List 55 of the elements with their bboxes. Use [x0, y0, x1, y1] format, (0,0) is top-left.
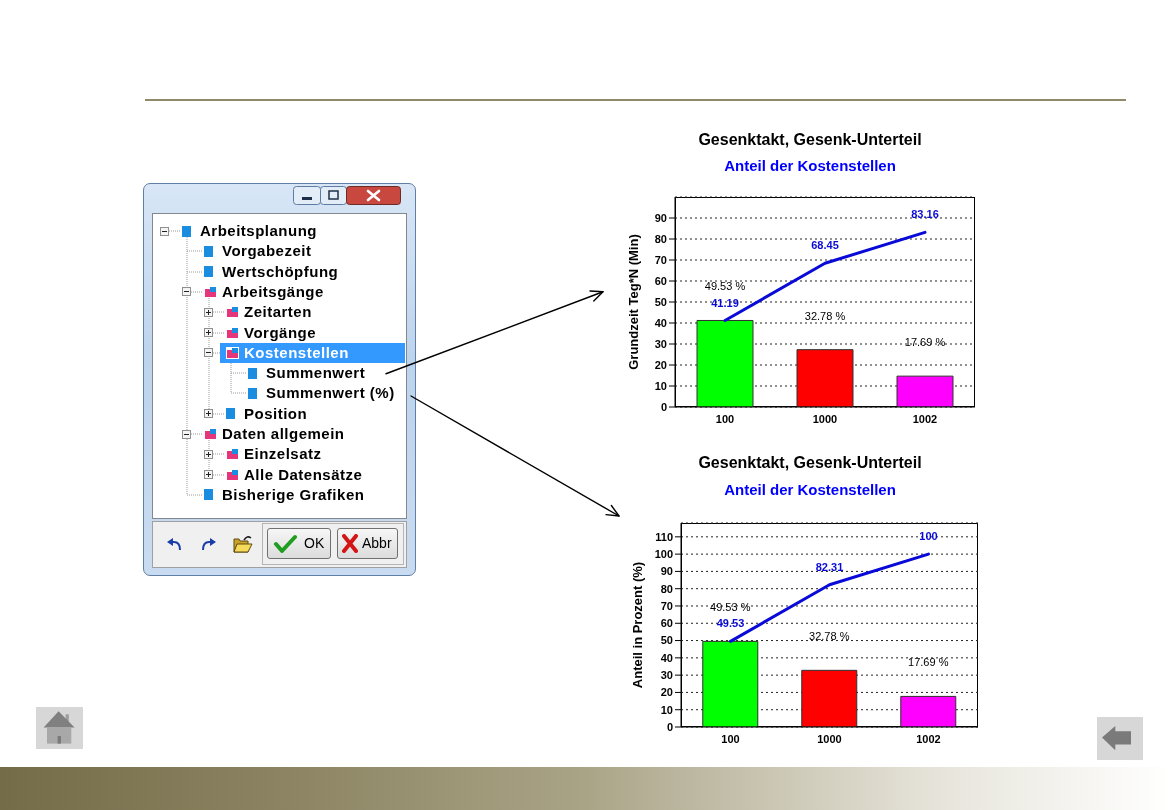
y-tick-label: 80 [660, 582, 673, 595]
data-label: 83.16 [911, 208, 939, 221]
bar [696, 319, 754, 407]
x-tick-label: 1002 [912, 412, 938, 425]
y-tick-label: 110 [655, 530, 673, 543]
annotation: 49.53 % [704, 279, 746, 293]
data-label: 82.31 [815, 560, 844, 573]
x-tick-label: 100 [715, 412, 735, 425]
y-tick-label: 80 [654, 232, 667, 245]
chart-subtitle: Anteil der Kostenstellen [723, 481, 897, 498]
x-tick-label: 1002 [916, 732, 941, 745]
x-tick-label: 1000 [812, 412, 838, 425]
data-label: 32.78 % [809, 630, 850, 643]
y-tick-label: 10 [660, 703, 673, 716]
y-tick-label: 40 [660, 651, 673, 664]
tree-panel: Arbeitsplanung Vorgabezeit Wertschöpfung Arbeitsgänge Zeitarten Vorgänge Kostenstellen Summenwert Summenwert (%) Position Daten allgemein Einzelsatz Alle Datensätze Bisherige Grafiken [152, 213, 407, 519]
y-tick-label: 30 [654, 337, 667, 350]
chart-title: Gesenktakt, Gesenk-Unterteil [697, 454, 923, 472]
button: Abbr [337, 528, 398, 559]
button: OK [267, 528, 331, 559]
bar [796, 349, 854, 407]
y-tick-label: 0 [666, 720, 673, 733]
bar [896, 375, 954, 407]
y-tick-label: 0 [660, 400, 667, 413]
data-label: 41.19 [711, 296, 739, 309]
data-label: 68.45 [811, 239, 839, 252]
y-axis-title: Anteil in Prozent (%) [629, 561, 645, 689]
y-tick-label: 10 [654, 379, 667, 392]
annotation: 17.69 % [904, 335, 946, 349]
bar [900, 695, 957, 727]
chart-title: Gesenktakt, Gesenk-Unterteil [697, 131, 923, 149]
y-axis-title: Grundzeit Teg*N (Min) [625, 234, 641, 370]
y-tick-label: 20 [654, 358, 667, 371]
bar [801, 669, 858, 727]
y-tick-label: 60 [660, 617, 673, 630]
y-tick-label: 90 [654, 211, 667, 224]
x-tick-label: 100 [721, 732, 740, 745]
data-label: 17.69 % [908, 656, 949, 669]
y-tick-label: 40 [654, 316, 667, 329]
y-tick-label: 30 [660, 669, 673, 682]
y-tick-label: 70 [660, 599, 673, 612]
bar [702, 640, 759, 727]
data-label: 49.53 % [710, 601, 751, 614]
y-tick-label: 70 [654, 253, 667, 266]
y-tick-label: 50 [660, 634, 673, 647]
data-label: 100 [919, 530, 938, 543]
y-tick-label: 100 [654, 548, 673, 561]
y-tick-label: 60 [654, 274, 667, 287]
y-tick-label: 90 [660, 565, 673, 578]
chart-subtitle: Anteil der Kostenstellen [723, 157, 897, 174]
data-label: 49.53 [716, 617, 745, 630]
y-tick-label: 50 [654, 295, 667, 308]
y-tick-label: 20 [660, 686, 673, 699]
x-tick-label: 1000 [817, 732, 842, 745]
annotation: 32.78 % [804, 309, 846, 323]
